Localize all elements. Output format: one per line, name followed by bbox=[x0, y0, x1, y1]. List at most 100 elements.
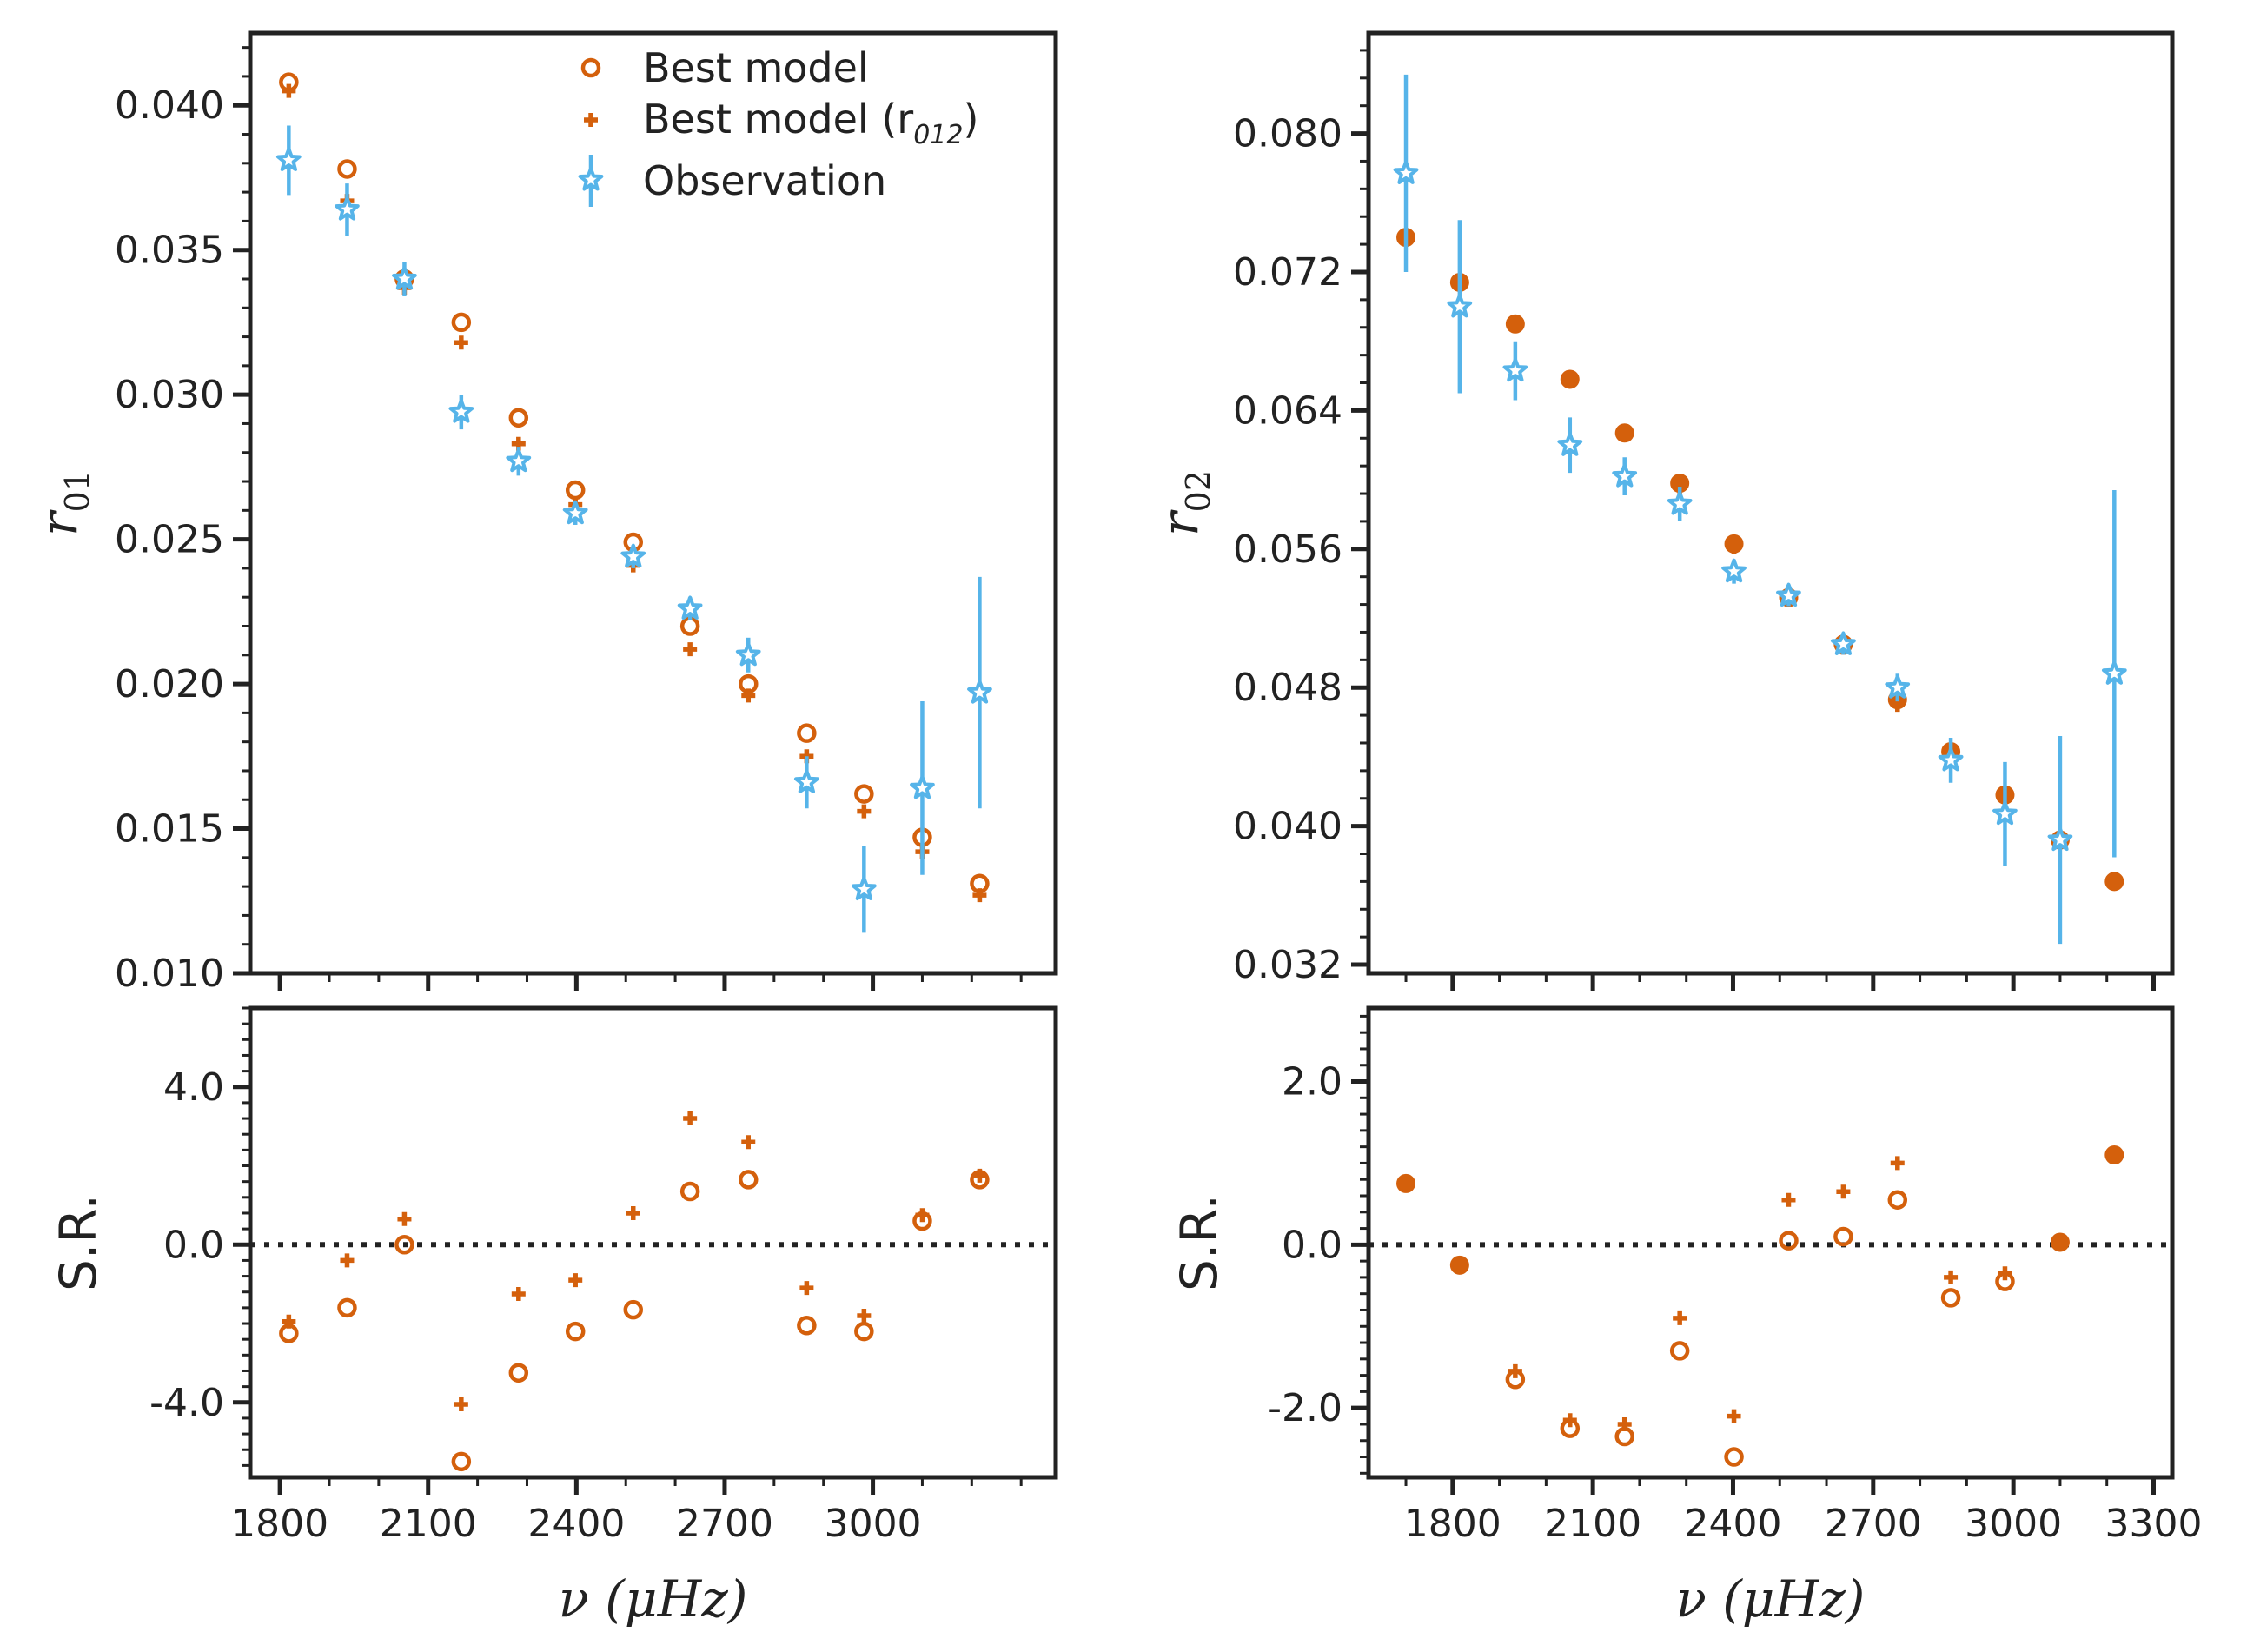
legend-marker-best-model-r012 bbox=[584, 113, 598, 127]
y-tick-label: 0.015 bbox=[115, 807, 224, 852]
y-tick-label: 4.0 bbox=[163, 1065, 224, 1110]
x-tick-label: 2400 bbox=[527, 1502, 625, 1546]
data-point bbox=[1617, 1416, 1632, 1431]
y-tick-label: 0.056 bbox=[1233, 527, 1342, 572]
x-tick-label: 2100 bbox=[1544, 1502, 1641, 1546]
data-point bbox=[972, 888, 987, 903]
data-point bbox=[741, 1135, 756, 1150]
data-point bbox=[626, 1205, 640, 1220]
data-point bbox=[1724, 1447, 1744, 1467]
data-point bbox=[1836, 1184, 1851, 1199]
data-point bbox=[854, 784, 874, 804]
data-point bbox=[335, 196, 360, 221]
y-tick-label: 0.080 bbox=[1233, 112, 1342, 156]
data-point bbox=[394, 1235, 414, 1255]
data-point bbox=[910, 774, 935, 799]
data-point bbox=[1944, 1270, 1959, 1284]
data-point bbox=[508, 1363, 529, 1383]
y-tick-label: 0.040 bbox=[1233, 805, 1342, 849]
legend-plus bbox=[584, 113, 598, 127]
data-point bbox=[2104, 1145, 2124, 1165]
panel-r02-residuals: -2.0 0.0 2.0 1800 2100 2400 2700 3000 3300 S.R. ν … bbox=[1170, 1005, 2202, 1629]
data-point bbox=[1727, 540, 1741, 554]
legend-star bbox=[578, 167, 604, 191]
x-axis-label: ν (μHz) bbox=[1676, 1569, 1866, 1629]
y-axis-label: S.R. bbox=[49, 1194, 108, 1291]
series-star bbox=[276, 125, 992, 933]
data-point bbox=[683, 642, 698, 657]
data-point bbox=[2050, 1232, 2070, 1252]
data-point bbox=[854, 1321, 874, 1342]
data-point bbox=[1612, 463, 1638, 488]
y-tick-label: -4.0 bbox=[149, 1381, 224, 1425]
data-point bbox=[454, 335, 468, 350]
y-tick-label: 0.025 bbox=[115, 518, 224, 562]
series-filled-circle bbox=[1396, 1145, 2124, 1275]
data-point bbox=[1727, 1409, 1741, 1423]
data-point bbox=[857, 804, 872, 819]
data-point bbox=[1393, 160, 1419, 184]
data-point bbox=[397, 1211, 412, 1226]
data-point bbox=[1557, 432, 1583, 456]
plot-frame bbox=[1366, 30, 2175, 976]
panel-r01-residuals: -4.0 0.0 4.0 1800 2100 2400 2700 3000 S.R. ν (μHz… bbox=[49, 1005, 1058, 1629]
data-point bbox=[2047, 826, 2073, 852]
panel-r01: 0.010 0.015 0.020 0.025 0.030 0.035 0.040 r01 bbox=[30, 30, 1058, 996]
data-point bbox=[448, 399, 474, 423]
data-point bbox=[392, 266, 417, 290]
data-point bbox=[1721, 558, 1747, 583]
data-point bbox=[857, 1308, 872, 1323]
x-tick-label: 1800 bbox=[231, 1502, 328, 1546]
data-point bbox=[568, 1273, 583, 1288]
data-point bbox=[1667, 491, 1693, 515]
x-tick-label: 2400 bbox=[1684, 1502, 1781, 1546]
y-tick-label: 0.0 bbox=[163, 1223, 224, 1267]
y-tick-label: -2.0 bbox=[1268, 1386, 1342, 1430]
data-point bbox=[276, 147, 302, 171]
y-axis-label-sub: 01 bbox=[58, 470, 96, 512]
data-point bbox=[1887, 1190, 1908, 1210]
plot-frame bbox=[248, 30, 1058, 976]
y-tick-label: 0.010 bbox=[115, 952, 224, 996]
data-point bbox=[1831, 631, 1856, 655]
y-axis-label-sub: 02 bbox=[1179, 470, 1217, 512]
data-point bbox=[1885, 674, 1911, 699]
data-point bbox=[1562, 374, 1577, 388]
y-axis-label-main: r bbox=[1150, 509, 1210, 536]
series-open-circle bbox=[1505, 1190, 2015, 1467]
series-plus bbox=[282, 1111, 987, 1412]
data-point bbox=[1781, 1192, 1796, 1207]
data-point bbox=[1502, 357, 1528, 382]
data-point bbox=[1617, 428, 1632, 442]
y-tick-label: 0.020 bbox=[115, 662, 224, 707]
data-point bbox=[741, 688, 756, 703]
y-tick-label: 0.035 bbox=[115, 229, 224, 273]
data-point bbox=[511, 1286, 526, 1301]
y-tick-label: 0.048 bbox=[1233, 666, 1342, 710]
legend: Best model Best model (r012) Observation bbox=[578, 44, 978, 207]
data-point bbox=[282, 83, 296, 98]
data-point bbox=[565, 1321, 586, 1342]
data-point bbox=[1669, 1341, 1690, 1361]
data-point bbox=[677, 595, 703, 620]
y-axis-label: r02 bbox=[1150, 470, 1217, 536]
x-tick-label: 2700 bbox=[1825, 1502, 1922, 1546]
data-point bbox=[1396, 1173, 1416, 1193]
data-point bbox=[2107, 874, 2122, 889]
series-plus bbox=[1508, 1156, 2012, 1431]
data-point bbox=[683, 1111, 698, 1126]
data-point bbox=[2102, 660, 2127, 685]
y-tick-label: 0.030 bbox=[115, 373, 224, 417]
data-point bbox=[451, 312, 472, 333]
y-axis-label-main: r bbox=[30, 509, 89, 536]
y-tick-label: 2.0 bbox=[1282, 1060, 1342, 1105]
data-point bbox=[739, 1170, 759, 1190]
data-point bbox=[565, 480, 586, 501]
data-point bbox=[340, 1253, 355, 1268]
legend-marker-best-model bbox=[580, 57, 601, 78]
x-tick-label: 3000 bbox=[1965, 1502, 2062, 1546]
x-axis-label: ν (μHz) bbox=[559, 1569, 748, 1629]
data-point bbox=[852, 876, 877, 900]
data-point bbox=[967, 680, 992, 704]
data-point bbox=[1562, 1413, 1577, 1428]
